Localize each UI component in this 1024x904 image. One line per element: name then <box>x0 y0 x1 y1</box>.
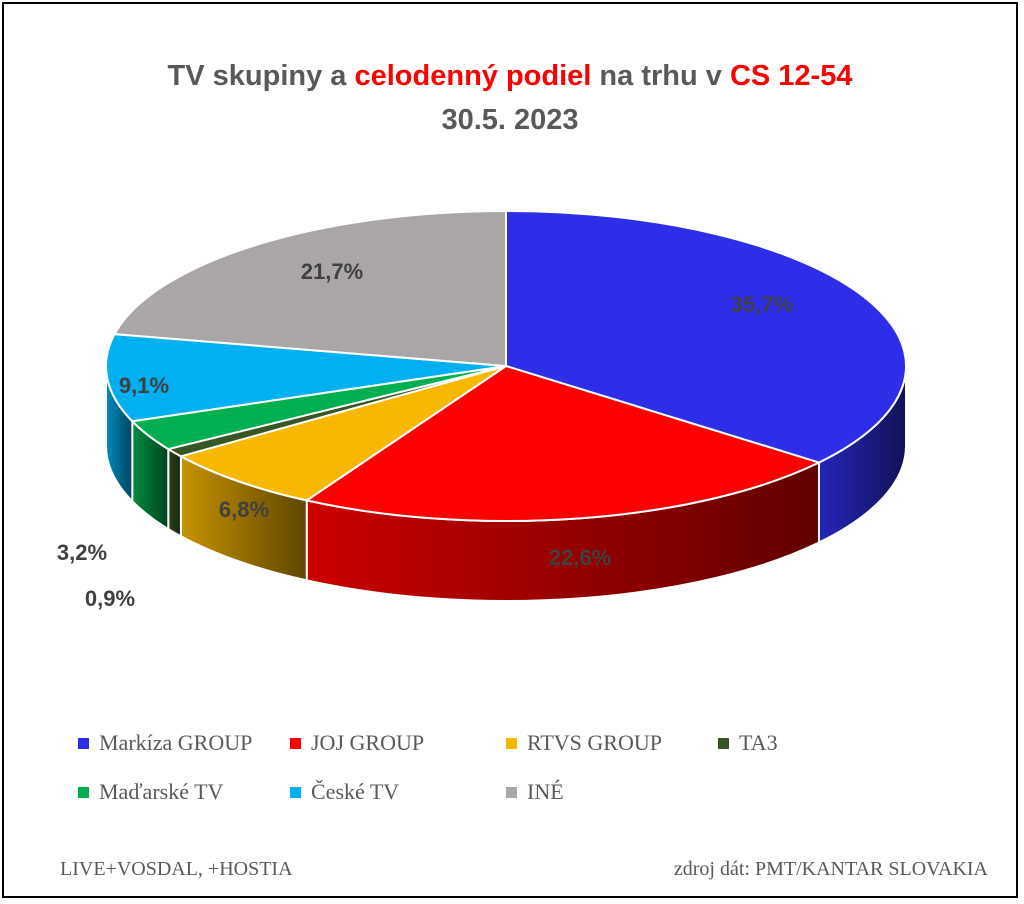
legend-swatch <box>290 786 301 798</box>
footer-right: zdroj dát: PMT/KANTAR SLOVAKIA <box>673 858 988 880</box>
data-label-rtvs-group: 6,8% <box>219 497 269 522</box>
pie-slice-ceske-tv <box>105 333 507 423</box>
legend-swatch <box>718 737 729 749</box>
title-line-2: 30.5. 2023 <box>441 104 579 136</box>
legend-item-madarske-tv: Maďarské TV <box>78 777 223 807</box>
legend-item-markiza-group: Markíza GROUP <box>78 728 252 758</box>
legend-label: RTVS GROUP <box>527 730 662 755</box>
legend-swatch <box>78 786 89 798</box>
legend-item-ta3: TA3 <box>718 728 778 758</box>
pie-slice-joj-group <box>304 364 822 522</box>
title-highlight-2: CS 12-54 <box>729 60 853 92</box>
data-label-joj-group: 22,6% <box>549 545 611 570</box>
pie-labels: 35,7% 22,6% 6,8% 0,9% 3,2% 9,1% 21,7% <box>57 259 793 611</box>
pie-slice-rtvs-group <box>178 365 507 502</box>
data-label-ceske-tv: 9,1% <box>119 373 169 398</box>
legend-swatch <box>78 737 89 749</box>
legend-label: České TV <box>311 779 400 804</box>
legend-label: INÉ <box>527 779 564 804</box>
legend-label: Maďarské TV <box>99 779 224 804</box>
legend-item-ine: INÉ <box>506 777 564 807</box>
pie-side-ta3 <box>167 447 182 538</box>
legend-label: JOJ GROUP <box>311 730 425 755</box>
legend-item-rtvs-group: RTVS GROUP <box>506 728 662 758</box>
legend-swatch <box>290 737 301 749</box>
legend-label: TA3 <box>739 730 778 755</box>
legend-item-ceske-tv: České TV <box>290 777 399 807</box>
footer-left: LIVE+VOSDAL, +HOSTIA <box>60 858 293 880</box>
pie-top <box>105 209 907 522</box>
data-label-markiza-group: 35,7% <box>731 292 793 317</box>
legend-swatch <box>506 737 517 749</box>
legend-swatch <box>506 786 517 798</box>
pie-slice-markiza-group <box>505 209 907 464</box>
title-line-1: TV skupiny a celodenný podiel na trhu v … <box>4 54 1016 98</box>
data-label-ine: 21,7% <box>301 259 363 284</box>
chart-title: TV skupiny a celodenný podiel na trhu v … <box>4 54 1016 142</box>
pie-slice-ine <box>112 209 507 368</box>
legend-label: Markíza GROUP <box>99 730 253 755</box>
title-highlight-1: celodenný podiel <box>354 60 592 92</box>
title-part-2: na trhu v <box>591 60 730 92</box>
data-label-madarske-tv: 3,2% <box>57 540 107 565</box>
title-part-1: TV skupiny a <box>167 60 355 92</box>
legend-item-joj-group: JOJ GROUP <box>290 728 424 758</box>
data-label-ta3: 0,9% <box>85 586 135 611</box>
